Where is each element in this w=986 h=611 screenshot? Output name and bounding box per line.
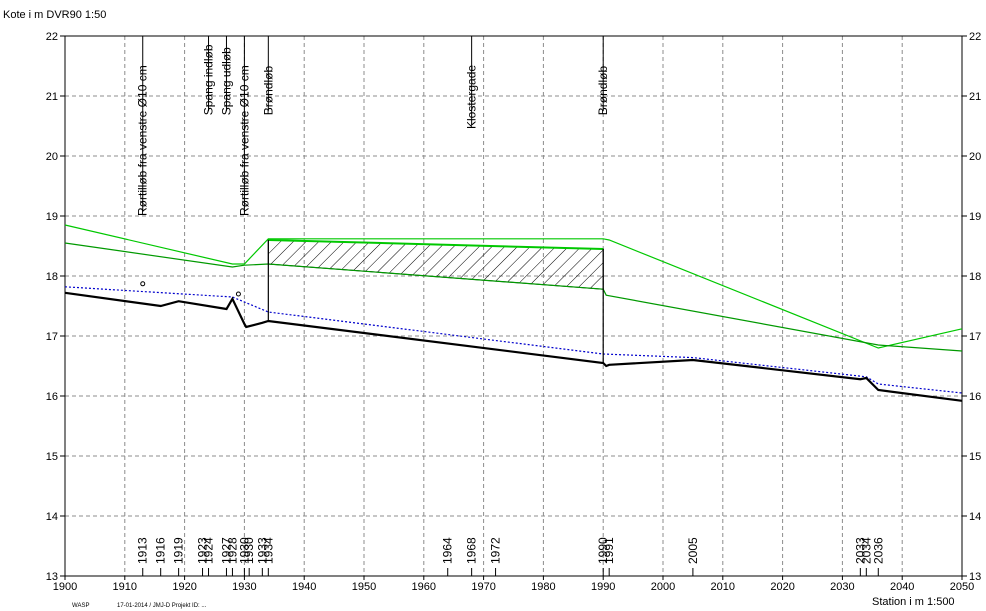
y-tick-label-right: 21 [969,91,981,103]
station-label: 1933 [255,537,269,564]
station-label: 1930 [237,537,251,564]
x-tick-label: 1990 [591,581,615,593]
y-tick-label-right: 19 [969,211,981,223]
station-label: 2034 [859,537,873,564]
y-tick-label-right: 13 [969,571,981,583]
y-tick-label-left: 14 [46,511,58,523]
x-tick-label: 1950 [352,581,376,593]
series-pipe-bottom [64,291,963,402]
x-tick-label: 2030 [830,581,854,593]
series-water-level [64,242,963,352]
x-tick-label: 1900 [53,581,77,593]
x-tick-label: 2040 [890,581,914,593]
station-label: 1991 [602,537,616,564]
x-tick-label: 2020 [770,581,794,593]
station-label: 1990 [596,537,610,564]
station-label: 1924 [202,537,216,564]
footer-info: 17-01-2014 / JMJ-D Projekt ID: ... [117,603,207,609]
series-terrain [64,224,963,349]
y-tick-label-left: 21 [46,91,58,103]
x-tick-label: 2050 [950,581,974,593]
y-tick-label-right: 18 [969,271,981,283]
y-tick-label-left: 22 [46,31,58,43]
y-tick-label-right: 15 [969,451,981,463]
x-tick-label: 2000 [651,581,675,593]
station-label: 2036 [871,537,885,564]
terrain-crest [268,239,604,250]
station-label: 1972 [489,537,503,564]
y-tick-label-left: 13 [46,571,58,583]
station-label: 1928 [225,537,239,564]
annotation-label: Brøndløb [261,66,275,116]
x-tick-label: 1940 [292,581,316,593]
station-label: 1964 [441,537,455,564]
y-tick-label-right: 17 [969,331,981,343]
y-tick-label-left: 17 [46,331,58,343]
x-tick-label: 1910 [113,581,137,593]
y-tick-label-left: 20 [46,151,58,163]
marker-point [235,291,241,297]
x-tick-label: 1970 [471,581,495,593]
y-tick-label-left: 18 [46,271,58,283]
station-label: 2033 [853,537,867,564]
annotations: Rørtilløb fra venstre Ø10 cm Spang indløb… [136,36,610,216]
y-tick-label-right: 20 [969,151,981,163]
x-tick-label: 1920 [172,581,196,593]
annotation-label: Klostergade [465,65,479,129]
marker-point [140,281,146,287]
station-label: 2005 [686,537,700,564]
x-tick-label: 1980 [531,581,555,593]
x-axis-title: Station i m 1:500 [872,596,955,608]
y-axis-title: Kote i m DVR90 1:50 [3,9,107,21]
y-tick-label-right: 16 [969,391,981,403]
station-label: 1968 [465,537,479,564]
grid [65,36,962,576]
station-label: 1927 [219,537,233,564]
annotation-label: Brøndløb [596,66,610,116]
series-lines [64,224,963,402]
station-label: 1930 [242,537,256,564]
y-tick-label-left: 15 [46,451,58,463]
annotation-label: Spang udløb [219,47,233,115]
x-tick-label: 1960 [412,581,436,593]
station-label: 1934 [261,537,275,564]
station-label: 1919 [172,537,186,564]
annotation-label: Spang indløb [202,44,216,115]
annotation-label: Rørtilløb fra venstre Ø10 cm [237,65,251,216]
station-label: 1916 [154,537,168,564]
footer-program: WASP [72,603,90,609]
station-label: 1923 [196,537,210,564]
y-tick-label-right: 14 [969,511,981,523]
annotation-label: Rørtilløb fra venstre Ø10 cm [136,65,150,216]
x-tick-label: 2010 [711,581,735,593]
y-tick-label-left: 19 [46,211,58,223]
series-pipe-top [64,286,963,394]
y-tick-label-left: 16 [46,391,58,403]
y-tick-label-right: 22 [969,31,981,43]
x-tick-label: 1930 [232,581,256,593]
station-label: 1913 [136,537,150,564]
